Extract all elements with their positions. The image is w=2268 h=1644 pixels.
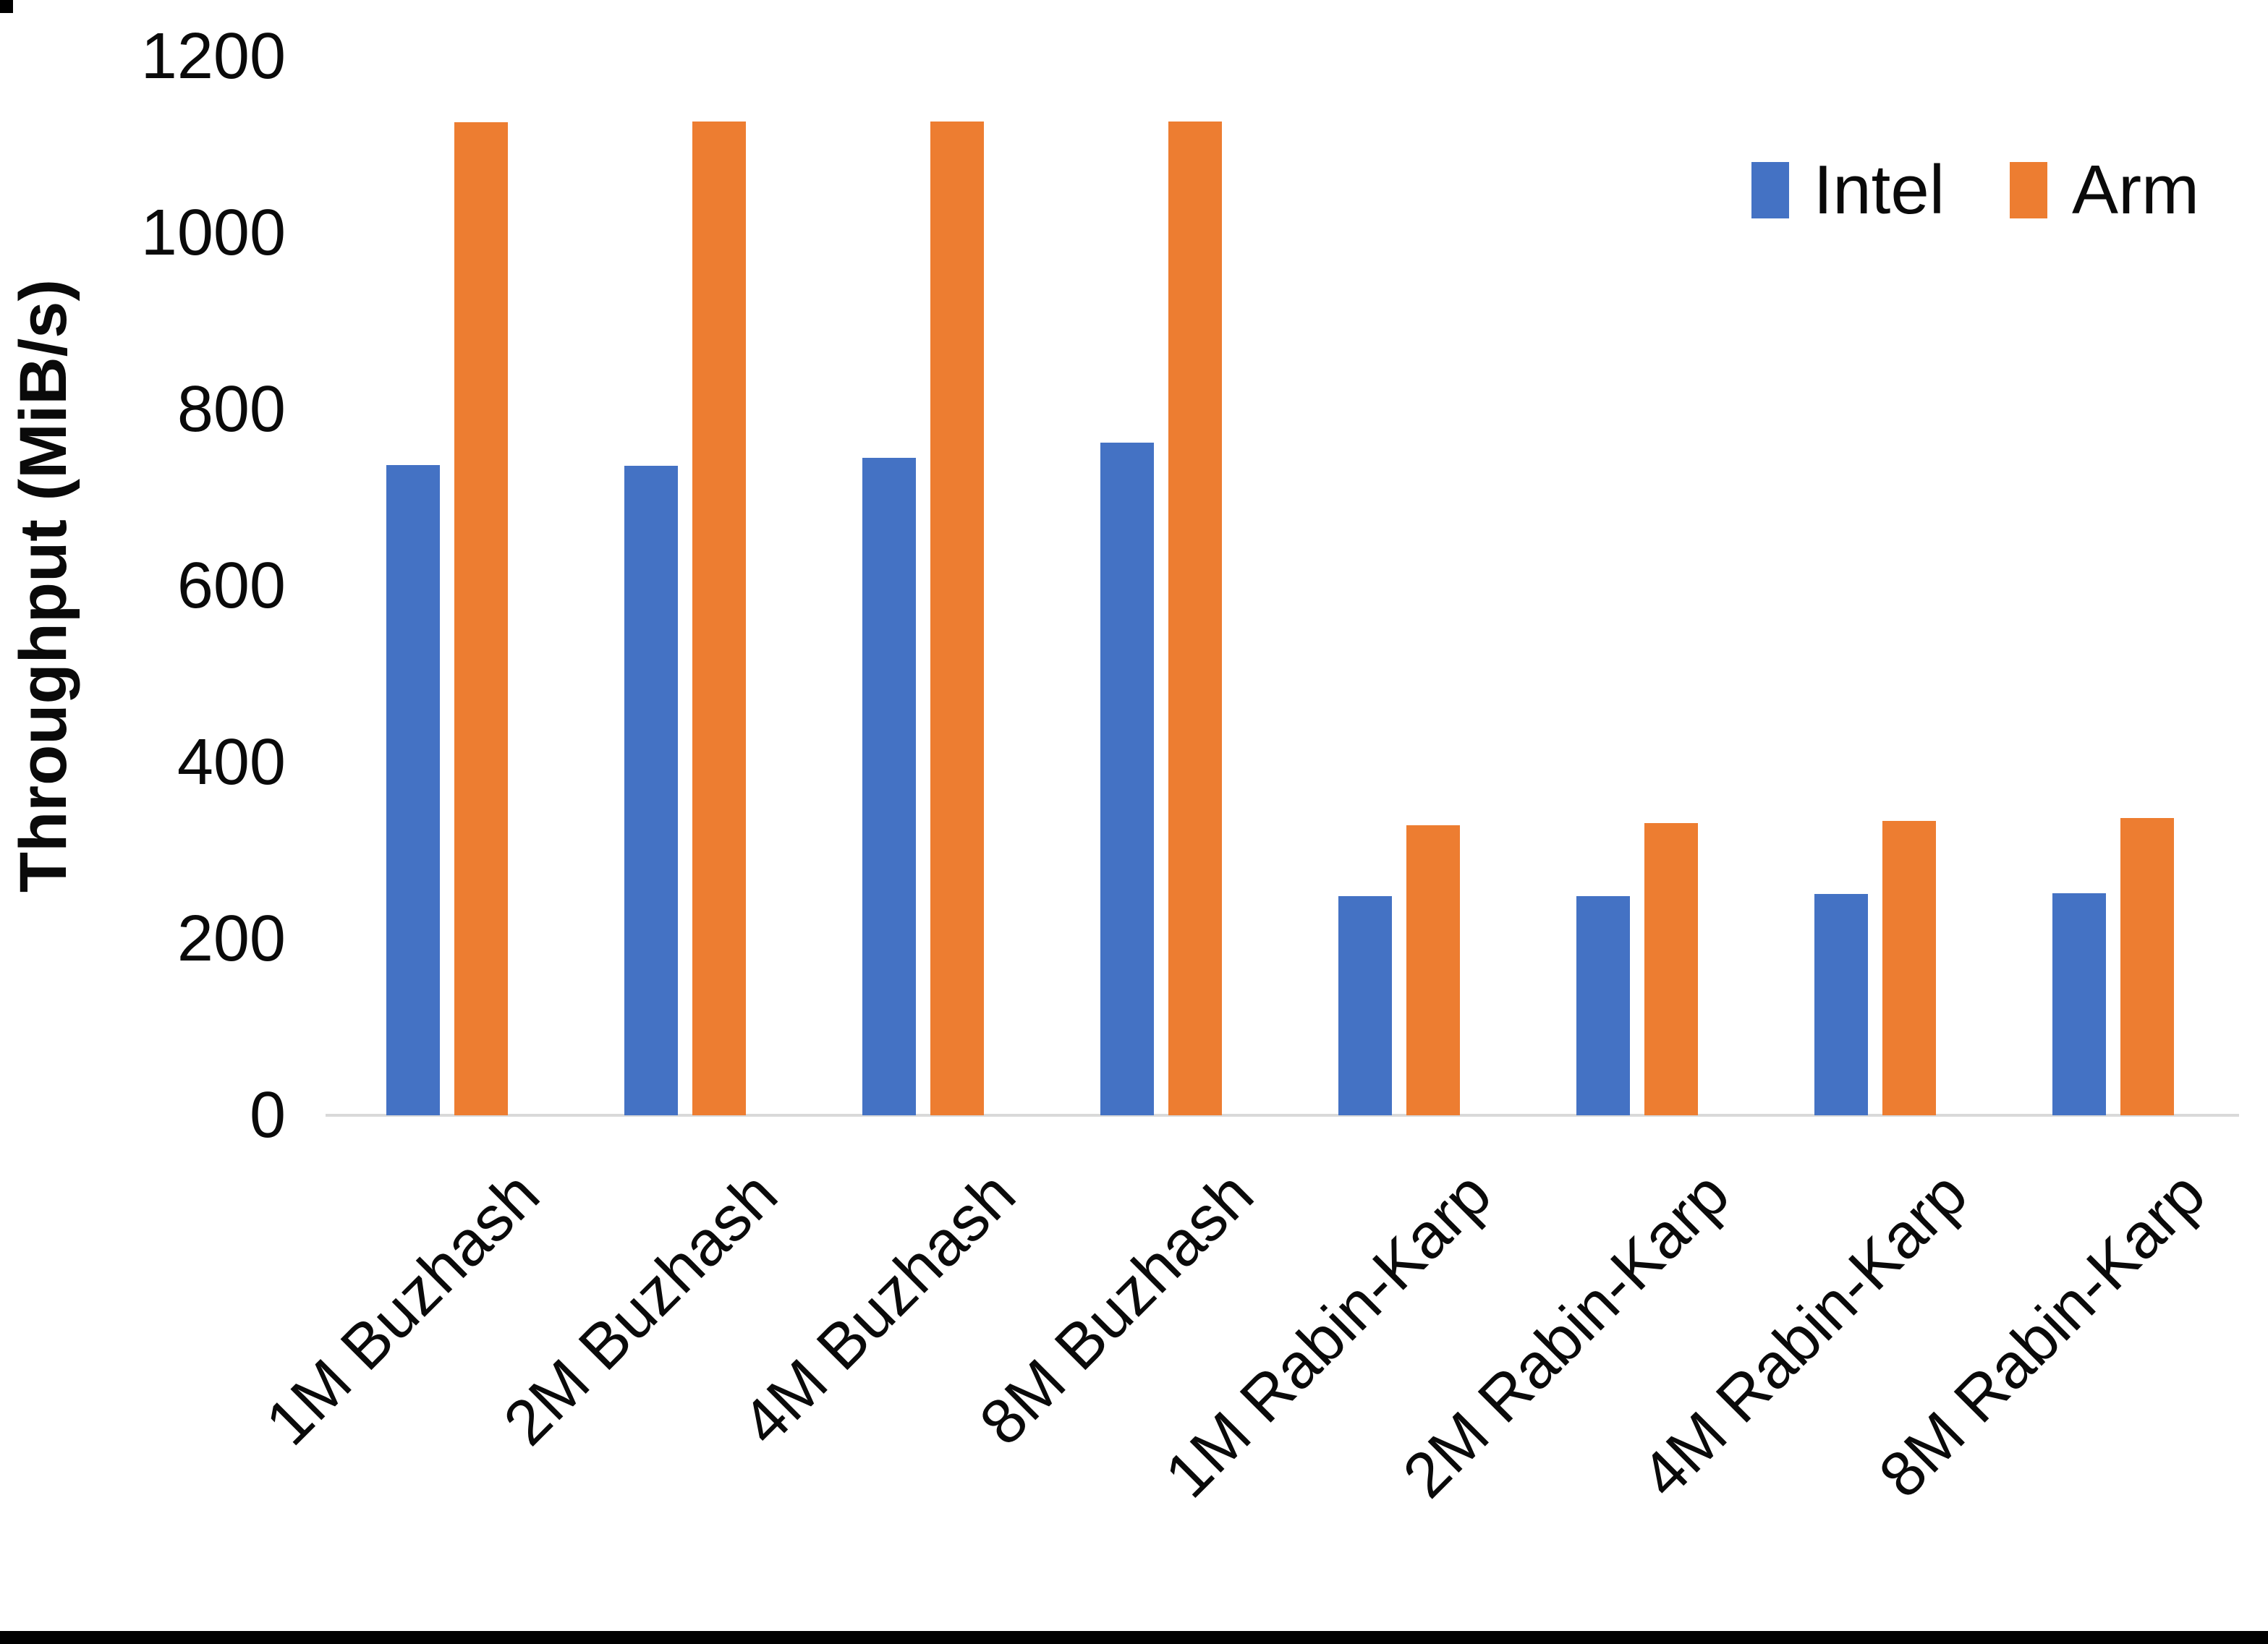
y-tick-label-800: 800 — [177, 373, 286, 446]
bar-intel-8m-rabin-karp — [2052, 893, 2106, 1115]
bar-arm-1m-buzhash — [454, 122, 508, 1115]
bar-arm-4m-buzhash — [930, 122, 984, 1115]
y-tick-label-1000: 1000 — [140, 197, 286, 269]
legend-label: Intel — [1813, 151, 1945, 229]
bar-intel-1m-buzhash — [386, 465, 440, 1115]
y-tick-label-0: 0 — [249, 1079, 286, 1151]
bar-arm-2m-buzhash — [692, 122, 746, 1115]
bar-intel-4m-rabin-karp — [1814, 894, 1868, 1115]
bar-arm-8m-rabin-karp — [2120, 818, 2174, 1115]
bar-intel-1m-rabin-karp — [1338, 896, 1392, 1115]
y-tick-label-1200: 1200 — [140, 20, 286, 93]
y-tick-label-600: 600 — [177, 550, 286, 622]
legend: Intel Arm — [1751, 150, 2199, 230]
bar-intel-8m-buzhash — [1100, 443, 1154, 1115]
legend-swatch-intel — [1751, 162, 1789, 218]
bar-intel-2m-buzhash — [624, 466, 678, 1115]
x-axis-line — [326, 1114, 2239, 1117]
bar-arm-8m-buzhash — [1168, 122, 1222, 1115]
y-tick-label-400: 400 — [177, 726, 286, 798]
legend-swatch-arm — [2010, 162, 2048, 218]
bar-arm-1m-rabin-karp — [1406, 825, 1460, 1115]
bar-arm-4m-rabin-karp — [1882, 821, 1936, 1115]
bar-intel-4m-buzhash — [862, 458, 916, 1115]
legend-item-arm: Arm — [2010, 150, 2199, 230]
legend-item-intel: Intel — [1751, 150, 1945, 230]
y-tick-label-200: 200 — [177, 903, 286, 975]
bar-arm-2m-rabin-karp — [1644, 823, 1698, 1115]
legend-label: Arm — [2072, 151, 2199, 229]
bottom-border — [0, 1631, 2268, 1644]
bar-intel-2m-rabin-karp — [1576, 896, 1630, 1115]
screen-corner-artifact — [0, 0, 13, 13]
